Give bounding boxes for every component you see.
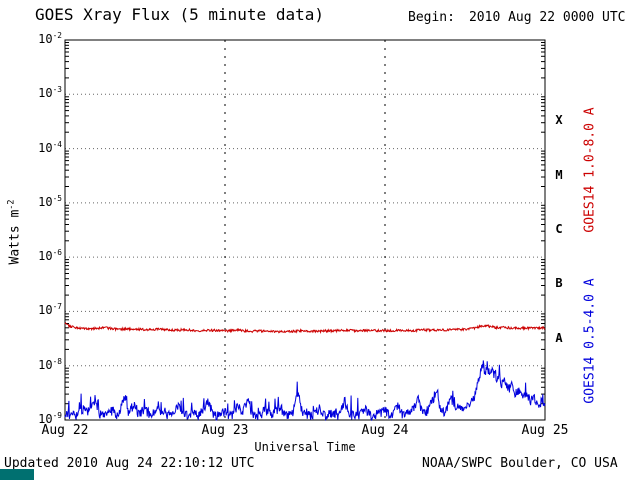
flare-class-letter: A xyxy=(555,330,563,345)
y-tick-label: 10-6 xyxy=(38,248,62,264)
x-tick-label: Aug 22 xyxy=(41,423,89,438)
goes-long-label: GOES14 1.0-8.0 A xyxy=(582,107,598,233)
corner-box xyxy=(0,469,34,480)
y-tick-label: 10-9 xyxy=(38,411,62,426)
flare-class-letter: C xyxy=(555,222,563,236)
y-tick-label: 10-3 xyxy=(38,85,62,101)
x-axis-title: Universal Time xyxy=(254,440,356,454)
y-tick-label: 10-5 xyxy=(38,193,62,209)
y-tick-label: 10-4 xyxy=(38,139,62,155)
flare-class-letter: M xyxy=(555,167,563,182)
x-tick-label: Aug 24 xyxy=(361,423,409,438)
begin-label: Begin: xyxy=(408,10,455,25)
goes-short-label: GOES14 0.5-4.0 A xyxy=(582,278,598,404)
begin-time: Begin: 2010 Aug 22 0000 UTC xyxy=(408,10,626,25)
x-tick-label: Aug 25 xyxy=(521,423,569,438)
y-tick-label: 10-2 xyxy=(38,31,62,46)
x-tick-label: Aug 23 xyxy=(201,423,249,438)
footer-updated-text: Updated 2010 Aug 24 22:10:12 UTC xyxy=(4,456,255,471)
y-tick-label: 10-8 xyxy=(38,356,62,372)
page-title: GOES Xray Flux (5 minute data) xyxy=(35,5,324,24)
flare-class-letter: B xyxy=(555,276,563,291)
y-tick-label: 10-7 xyxy=(38,302,62,318)
footer-source-text: NOAA/SWPC Boulder, CO USA xyxy=(422,456,618,471)
y-axis-title: Watts m-2 xyxy=(5,199,23,265)
begin-value: 2010 Aug 22 0000 UTC xyxy=(468,10,626,25)
flare-class-letter: X xyxy=(555,113,563,128)
